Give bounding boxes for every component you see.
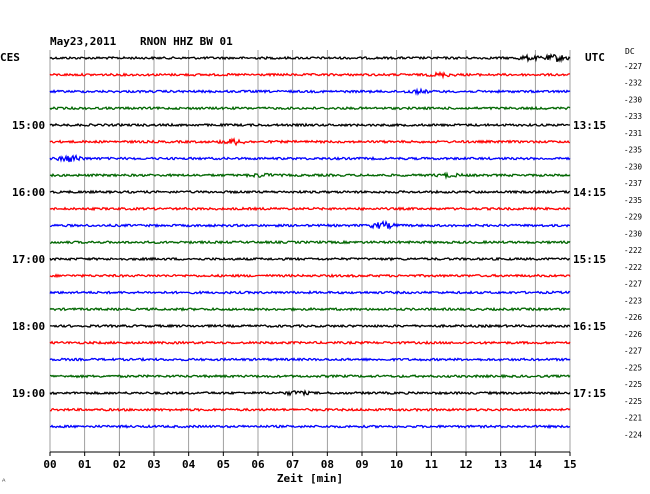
seismogram-traces bbox=[49, 53, 571, 430]
seismogram-trace bbox=[49, 306, 571, 312]
seismogram-trace bbox=[49, 340, 571, 346]
x-tick-label: 04 bbox=[182, 458, 196, 471]
x-tick-label: 14 bbox=[529, 458, 543, 471]
seismogram-trace bbox=[49, 373, 571, 379]
seismogram-trace bbox=[49, 87, 571, 96]
dc-offset-label: -227 bbox=[624, 347, 642, 356]
local-timezone-label: CES bbox=[0, 51, 20, 64]
seismogram-trace bbox=[49, 153, 571, 163]
x-tick-label: 07 bbox=[286, 458, 299, 471]
utc-hour-label: 16:15 bbox=[573, 320, 606, 333]
dc-offset-label: -223 bbox=[624, 296, 642, 305]
local-hour-label: 18:00 bbox=[12, 320, 45, 333]
footer-mark: ᴬ bbox=[2, 477, 6, 486]
seismogram-trace bbox=[49, 239, 571, 245]
seismogram-trace bbox=[49, 206, 571, 212]
dc-offset-label: -226 bbox=[624, 330, 643, 339]
seismogram-trace bbox=[49, 389, 571, 397]
utc-timezone-label: UTC bbox=[585, 51, 605, 64]
dc-offset-label: -230 bbox=[624, 229, 643, 238]
dc-offset-labels: -227 -232 -230 -233 -231 -235 -230 -237 -235 -229… bbox=[624, 62, 643, 440]
utc-hour-label: 13:15 bbox=[573, 119, 606, 132]
seismogram-trace bbox=[49, 423, 571, 430]
seismogram-trace bbox=[49, 122, 571, 128]
x-tick-label: 10 bbox=[390, 458, 403, 471]
seismogram-trace bbox=[49, 323, 571, 329]
dc-header-label: DC bbox=[625, 47, 635, 56]
dc-offset-label: -230 bbox=[624, 95, 643, 104]
local-hour-label: 19:00 bbox=[12, 387, 45, 400]
dc-offset-label: -227 bbox=[624, 280, 642, 289]
recording-date: May23,2011 bbox=[50, 35, 117, 48]
seismogram-trace bbox=[50, 219, 571, 231]
x-tick-label: 08 bbox=[321, 458, 334, 471]
dc-offset-label: -231 bbox=[624, 129, 642, 138]
utc-hour-label: 15:15 bbox=[573, 253, 606, 266]
x-tick-label: 00 bbox=[43, 458, 56, 471]
dc-offset-label: -225 bbox=[624, 380, 642, 389]
dc-offset-label: -229 bbox=[624, 213, 642, 222]
dc-offset-label: -233 bbox=[624, 112, 642, 121]
x-tick-label: 12 bbox=[459, 458, 472, 471]
local-time-labels: 15:00 16:00 17:00 18:00 19:00 bbox=[12, 119, 45, 400]
seismogram-trace bbox=[49, 289, 571, 295]
x-tick-label: 09 bbox=[355, 458, 368, 471]
dc-offset-label: -225 bbox=[624, 397, 642, 406]
dc-offset-label: -232 bbox=[624, 79, 642, 88]
seismogram-trace bbox=[49, 137, 571, 147]
dc-offset-label: -224 bbox=[624, 430, 643, 439]
dc-offset-label: -227 bbox=[624, 62, 642, 71]
seismogram-trace bbox=[49, 356, 571, 362]
dc-offset-label: -230 bbox=[624, 162, 643, 171]
x-tick-label: 11 bbox=[425, 458, 439, 471]
dc-offset-label: -237 bbox=[624, 179, 642, 188]
dc-offset-label: -222 bbox=[624, 263, 642, 272]
seismogram-trace bbox=[49, 70, 571, 80]
seismogram-trace bbox=[49, 189, 571, 195]
utc-time-labels: 13:15 14:15 15:15 16:15 17:15 bbox=[573, 119, 606, 400]
utc-hour-label: 14:15 bbox=[573, 186, 606, 199]
dc-offset-label: -235 bbox=[624, 146, 642, 155]
local-hour-label: 16:00 bbox=[12, 186, 45, 199]
local-hour-label: 15:00 bbox=[12, 119, 45, 132]
utc-hour-label: 17:15 bbox=[573, 387, 606, 400]
x-axis-label: Zeit [min] bbox=[277, 472, 343, 485]
dc-offset-label: -225 bbox=[624, 363, 642, 372]
station-id: RNON HHZ BW 01 bbox=[140, 35, 233, 48]
local-hour-label: 17:00 bbox=[12, 253, 45, 266]
dc-offset-label: -235 bbox=[624, 196, 642, 205]
seismogram-trace bbox=[49, 256, 571, 262]
seismogram-trace bbox=[49, 53, 571, 64]
x-tick-label: 03 bbox=[147, 458, 160, 471]
x-axis: 00 01 02 03 04 05 06 07 08 09 10 11 12 13 14 15 Zeit [mi… bbox=[2, 451, 577, 486]
x-tick-label: 02 bbox=[113, 458, 126, 471]
seismogram-trace bbox=[49, 273, 571, 279]
x-tick-label: 01 bbox=[78, 458, 92, 471]
dc-offset-label: -222 bbox=[624, 246, 642, 255]
seismogram-trace bbox=[49, 407, 571, 413]
x-tick-label: 15 bbox=[563, 458, 576, 471]
dc-offset-label: -221 bbox=[624, 414, 642, 423]
seismogram-trace bbox=[49, 171, 571, 180]
dc-offset-label: -226 bbox=[624, 313, 643, 322]
seismogram-trace bbox=[49, 105, 571, 111]
x-tick-label: 05 bbox=[217, 458, 230, 471]
minute-gridlines bbox=[49, 50, 571, 452]
x-tick-label: 13 bbox=[494, 458, 507, 471]
x-tick-label: 06 bbox=[251, 458, 265, 471]
